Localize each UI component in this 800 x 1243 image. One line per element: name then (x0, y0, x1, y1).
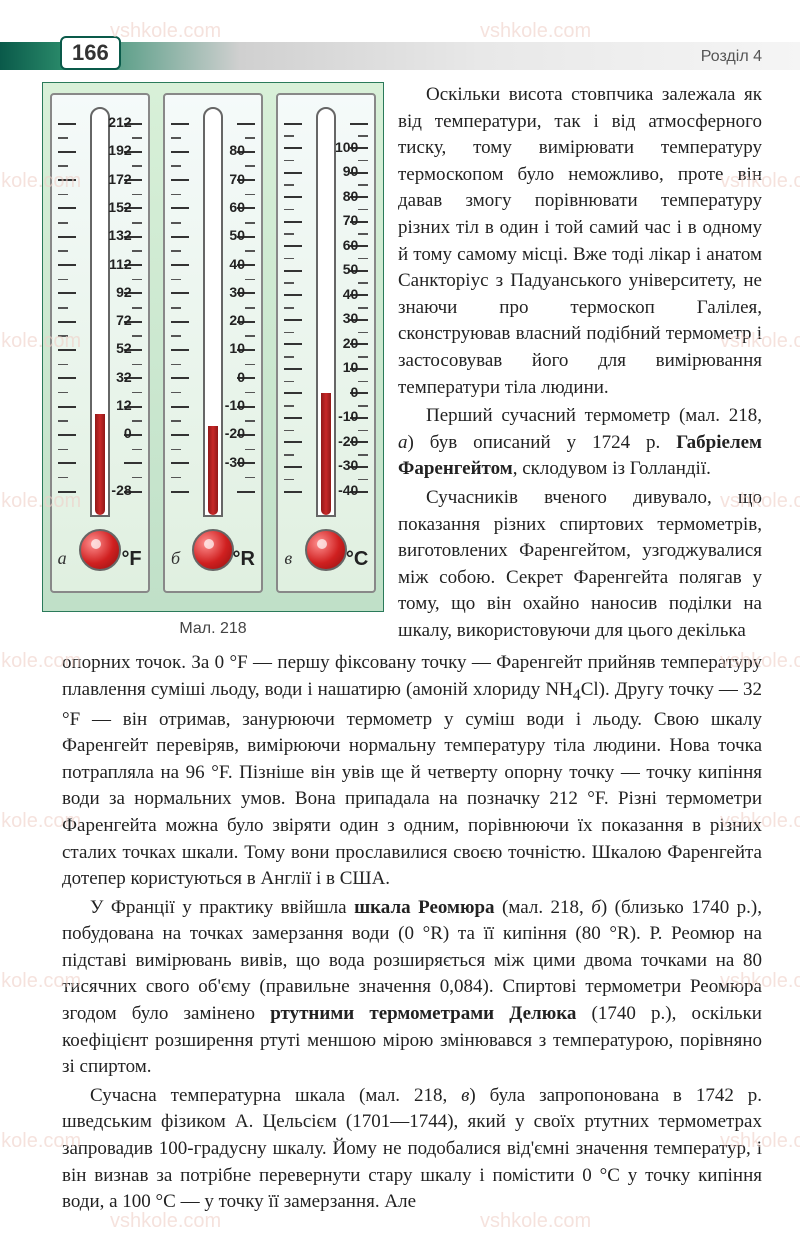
paragraph: Сучасників вченого дивувало, що показанн… (398, 485, 762, 645)
thermo-letter-a: а (58, 548, 67, 571)
tick-label: 92 (116, 284, 132, 300)
tick-label: 10 (343, 359, 359, 375)
tick-label: 100 (335, 139, 358, 155)
tick-label: -20 (338, 433, 358, 449)
tick-label: 72 (116, 312, 132, 328)
text-column-right: Оскільки висота стовпчика залежала як ві… (398, 82, 762, 646)
tick-label: -20 (225, 425, 245, 441)
tick-label: 52 (116, 340, 132, 356)
tick-label: 152 (108, 199, 131, 215)
figure-caption: Мал. 218 (42, 620, 384, 638)
tick-label: 50 (343, 261, 359, 277)
tick-label: 40 (343, 286, 359, 302)
tick-label: 12 (116, 397, 132, 413)
unit-reaumur: °R (233, 548, 255, 571)
tick-label: 0 (351, 384, 359, 400)
tick-label: 40 (229, 256, 245, 272)
tick-label: 60 (343, 237, 359, 253)
paragraph: Сучасна температурна шкала (мал. 218, в)… (62, 1083, 762, 1216)
tick-label: -40 (338, 482, 358, 498)
figure-thermometers: 212 192 172 152 132 112 92 72 52 32 12 0 -28 а °F 80… (42, 82, 384, 612)
page-number: 166 (60, 36, 121, 70)
text-column-full: опорних точок. За 0 °F — першу фіксовану… (62, 650, 762, 1218)
tick-label: -10 (338, 408, 358, 424)
tick-label: 80 (343, 188, 359, 204)
tick-label: 20 (343, 335, 359, 351)
paragraph: У Франції у практику ввійшла шкала Реомю… (62, 895, 762, 1081)
tick-label: -28 (111, 482, 131, 498)
tick-label: 30 (229, 284, 245, 300)
tick-label: 0 (237, 369, 245, 385)
thermo-letter-v: в (284, 548, 292, 571)
tick-label: 172 (108, 171, 131, 187)
unit-celsius: °C (346, 548, 368, 571)
tick-label: 32 (116, 369, 132, 385)
tick-label: 80 (229, 142, 245, 158)
tick-label: 10 (229, 340, 245, 356)
tick-label: -30 (338, 457, 358, 473)
tick-label: 112 (109, 256, 132, 272)
tick-label: -30 (225, 454, 245, 470)
tick-label: 50 (229, 227, 245, 243)
tick-label: 0 (124, 425, 132, 441)
tick-label: -10 (225, 397, 245, 413)
tick-label: 70 (229, 171, 245, 187)
tick-label: 192 (108, 142, 131, 158)
tick-label: 132 (108, 227, 131, 243)
watermark: vshkole.com (110, 20, 221, 43)
tick-label: 20 (229, 312, 245, 328)
thermometer-celsius: 1009080706050403020100-10-20-30-40 в °C (276, 93, 376, 593)
tick-label: 60 (229, 199, 245, 215)
tick-label: 90 (343, 163, 359, 179)
thermo-letter-b: б (171, 548, 180, 571)
tick-label: 30 (343, 310, 359, 326)
paragraph: Оскільки висота стовпчика залежала як ві… (398, 82, 762, 401)
tick-label: 70 (343, 212, 359, 228)
paragraph: Перший сучасний термометр (мал. 218, а) … (398, 403, 762, 483)
section-label: Розділ 4 (701, 48, 762, 66)
thermometer-fahrenheit: 212 192 172 152 132 112 92 72 52 32 12 0 -28 а °F (50, 93, 150, 593)
thermometer-reaumur: 80 70 60 50 40 30 20 10 0 -10 -20 -30 б °R (163, 93, 263, 593)
unit-fahrenheit: °F (121, 548, 141, 571)
watermark: vshkole.com (480, 20, 591, 43)
paragraph: опорних точок. За 0 °F — першу фіксовану… (62, 650, 762, 893)
tick-label: 212 (108, 114, 131, 130)
